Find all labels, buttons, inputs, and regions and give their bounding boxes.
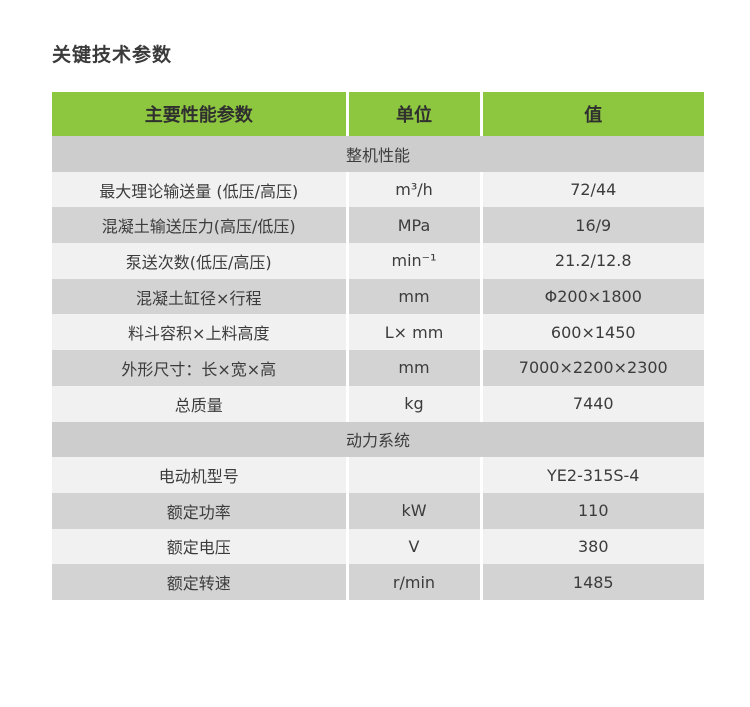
cell-value: 7440 [479, 385, 704, 422]
cell-unit: MPa [345, 207, 481, 244]
cell-param: 最大理论输送量 (低压/高压) [52, 171, 347, 208]
cell-value: 7000×2200×2300 [479, 350, 704, 386]
table-row: 料斗容积×上料高度 L× mm 600×1450 [52, 314, 704, 351]
cell-param: 混凝土缸径×行程 [52, 278, 347, 315]
cell-value: YE2-315S-4 [479, 457, 704, 493]
header-row: 主要性能参数 单位 值 [52, 92, 704, 136]
cell-param: 混凝土输送压力(高压/低压) [52, 207, 347, 244]
table-row: 外形尺寸：长×宽×高 mm 7000×2200×2300 [52, 350, 704, 386]
cell-param: 总质量 [52, 385, 347, 422]
cell-value: 600×1450 [479, 314, 704, 351]
cell-param: 外形尺寸：长×宽×高 [52, 350, 347, 386]
cell-value: Φ200×1800 [479, 278, 704, 315]
header-unit: 单位 [345, 92, 481, 136]
cell-unit: V [345, 528, 481, 565]
cell-value: 110 [479, 492, 704, 529]
table-row: 泵送次数(低压/高压) min⁻¹ 21.2/12.8 [52, 243, 704, 279]
cell-param: 额定转速 [52, 564, 347, 600]
table-row: 混凝土输送压力(高压/低压) MPa 16/9 [52, 207, 704, 244]
cell-unit: kW [345, 492, 481, 529]
cell-param: 额定功率 [52, 492, 347, 529]
spec-table: 主要性能参数 单位 值 整机性能 最大理论输送量 (低压/高压) m³/h 72/44… [52, 92, 704, 600]
cell-unit: mm [345, 278, 481, 315]
cell-unit: r/min [345, 564, 481, 600]
cell-unit: mm [345, 350, 481, 386]
table-row: 额定电压 V 380 [52, 528, 704, 565]
table-row: 最大理论输送量 (低压/高压) m³/h 72/44 [52, 171, 704, 208]
table-row: 混凝土缸径×行程 mm Φ200×1800 [52, 278, 704, 315]
cell-unit: m³/h [345, 171, 481, 208]
section-title: 动力系统 [52, 421, 704, 458]
cell-param: 泵送次数(低压/高压) [52, 243, 347, 279]
cell-unit: L× mm [345, 314, 481, 351]
page-title: 关键技术参数 [52, 44, 173, 66]
header-param: 主要性能参数 [52, 92, 347, 136]
table-row: 额定转速 r/min 1485 [52, 564, 704, 600]
cell-value: 380 [479, 528, 704, 565]
cell-unit: min⁻¹ [345, 243, 481, 279]
cell-value: 72/44 [479, 171, 704, 208]
cell-value: 1485 [479, 564, 704, 600]
cell-param: 电动机型号 [52, 457, 347, 493]
section-row: 动力系统 [52, 421, 704, 458]
table-row: 总质量 kg 7440 [52, 385, 704, 422]
cell-param: 料斗容积×上料高度 [52, 314, 347, 351]
section-title: 整机性能 [52, 136, 704, 172]
cell-value: 21.2/12.8 [479, 243, 704, 279]
cell-unit: kg [345, 385, 481, 422]
section-row: 整机性能 [52, 136, 704, 172]
cell-value: 16/9 [479, 207, 704, 244]
cell-unit [345, 457, 481, 493]
table-row: 电动机型号 YE2-315S-4 [52, 457, 704, 493]
table-row: 额定功率 kW 110 [52, 492, 704, 529]
header-value: 值 [479, 92, 704, 136]
cell-param: 额定电压 [52, 528, 347, 565]
